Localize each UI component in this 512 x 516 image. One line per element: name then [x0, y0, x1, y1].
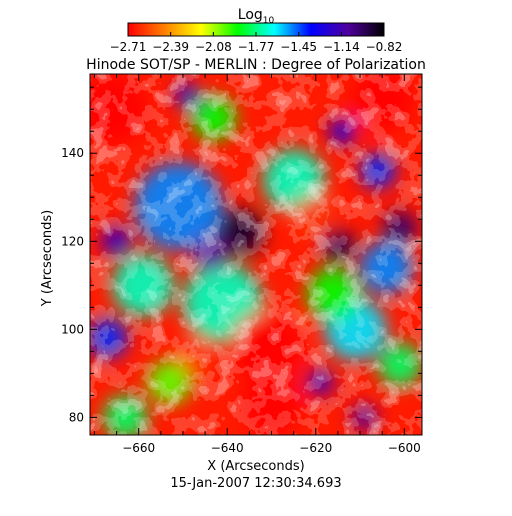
y-tick-label: 120 [61, 234, 84, 248]
plot-area [90, 74, 422, 435]
chart-title: Hinode SOT/SP - MERLIN : Degree of Polar… [86, 57, 426, 73]
colorbar-tick-label: −0.82 [366, 40, 403, 54]
colorbar-title: Log10 [238, 7, 275, 26]
y-tick-label: 140 [61, 146, 84, 160]
x-tick-label: −600 [388, 441, 421, 455]
x-tick-label: −620 [299, 441, 332, 455]
timestamp: 15-Jan-2007 12:30:34.693 [170, 476, 341, 491]
x-tick-label: −660 [122, 441, 155, 455]
x-axis-ticks: −660 −640 −620 −600 [93, 74, 421, 455]
colorbar-tick-label: −1.14 [323, 40, 360, 54]
x-tick-label: −640 [211, 441, 244, 455]
y-axis-label: Y (Arcseconds) [40, 210, 55, 307]
colorbar-tick-label: −1.77 [238, 40, 275, 54]
y-tick-label: 100 [61, 322, 84, 336]
y-axis-ticks: 80 100 120 140 [61, 86, 422, 424]
heatmap-texture [90, 74, 422, 435]
plot-frame [89, 73, 423, 436]
colorbar-ticks [127, 32, 385, 36]
colorbar-tick-label: −2.08 [195, 40, 232, 54]
colorbar-tick-label: −1.45 [280, 40, 317, 54]
y-tick-label: 80 [69, 410, 84, 424]
colorbar-tick-labels: −2.71 −2.39 −2.08 −1.77 −1.45 −1.14 −0.82 [110, 40, 403, 54]
colorbar-tick-label: −2.39 [152, 40, 189, 54]
x-axis-label: X (Arcseconds) [207, 459, 304, 474]
colorbar-title-subscript: 10 [263, 16, 275, 26]
colorbar-tick-label: −2.71 [110, 40, 147, 54]
